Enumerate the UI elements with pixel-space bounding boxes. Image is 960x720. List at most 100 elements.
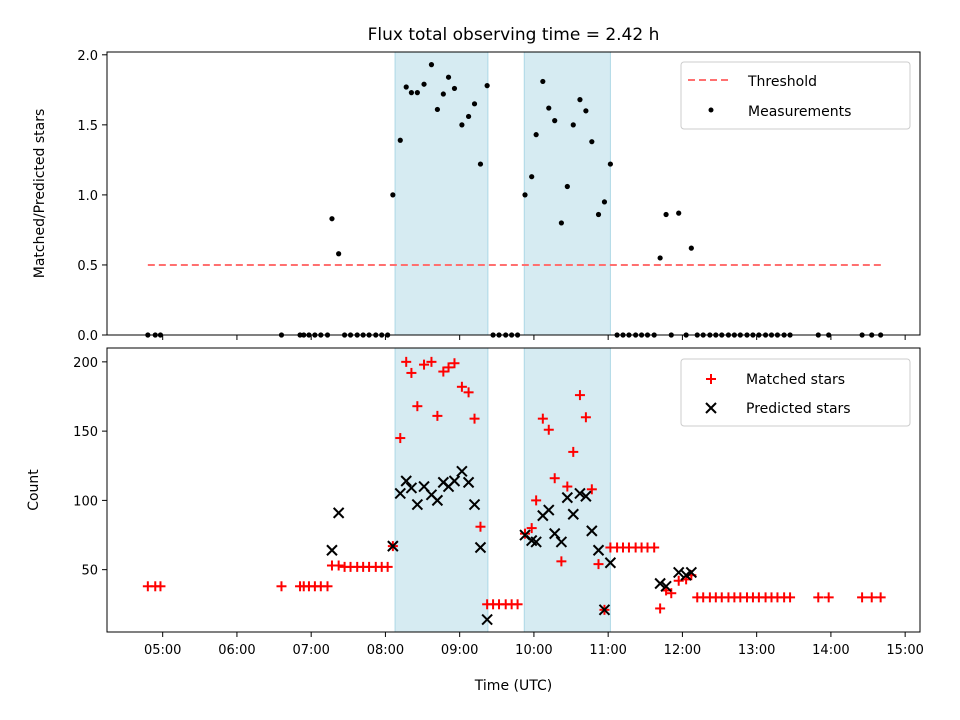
matched-star-point bbox=[549, 473, 560, 484]
legend-measurements-swatch bbox=[708, 107, 714, 113]
predicted-star-point bbox=[456, 465, 468, 478]
matched-star-point bbox=[412, 401, 423, 412]
bottom-legend: Matched stars Predicted stars bbox=[680, 358, 911, 427]
y-tick-label: 150 bbox=[73, 425, 98, 440]
y-tick-label: 1.5 bbox=[77, 119, 98, 134]
predicted-star-point bbox=[555, 536, 568, 548]
top-legend: Threshold Measurements bbox=[680, 61, 911, 130]
axes-frame bbox=[106, 51, 921, 336]
measurement-point bbox=[390, 192, 396, 198]
x-tick-label: 14:00 bbox=[812, 643, 849, 658]
legend-cross-marker bbox=[705, 402, 717, 414]
measurement-point bbox=[601, 199, 608, 205]
shaded-interval bbox=[523, 51, 611, 336]
matched-star-point bbox=[512, 599, 523, 610]
y-tick-label: 200 bbox=[73, 356, 98, 371]
axes-frame bbox=[106, 347, 921, 633]
y-tick-label: 0.5 bbox=[77, 259, 98, 274]
matched-star-point bbox=[568, 446, 579, 457]
matched-star-point bbox=[866, 592, 877, 603]
matched-star-point bbox=[586, 484, 597, 495]
legend-matched-swatch bbox=[706, 374, 716, 384]
predicted-star-point bbox=[387, 540, 399, 552]
measurement-point bbox=[459, 122, 465, 128]
predicted-star-point bbox=[654, 577, 666, 590]
matched-star-point bbox=[395, 433, 406, 444]
measurement-point bbox=[484, 83, 490, 89]
measurement-point bbox=[522, 192, 528, 198]
measurement-point bbox=[451, 85, 458, 92]
legend-box bbox=[680, 61, 911, 130]
x-tick-label: 10:00 bbox=[515, 643, 552, 658]
matched-star-point bbox=[419, 359, 430, 370]
measurement-point bbox=[428, 62, 435, 68]
measurement-point bbox=[540, 78, 546, 85]
count-points bbox=[142, 356, 886, 626]
matched-star-point bbox=[574, 390, 585, 401]
bottom-panel-counts: 50 100 150 200 05:00 06:00 07:00 08:00 09:00 10:0… bbox=[26, 347, 924, 694]
matched-star-point bbox=[649, 542, 660, 553]
predicted-star-point bbox=[462, 476, 475, 489]
predicted-star-point bbox=[530, 536, 542, 548]
predicted-star-point bbox=[548, 527, 561, 540]
predicted-star-point bbox=[394, 487, 406, 500]
matched-star-point bbox=[406, 367, 417, 378]
matched-star-point bbox=[382, 561, 393, 572]
matched-star-point bbox=[333, 560, 344, 571]
measurement-point bbox=[552, 118, 558, 124]
measurement-point bbox=[408, 90, 415, 96]
measurement-point bbox=[440, 91, 446, 97]
bottom-y-axis-label: Count bbox=[26, 469, 42, 511]
matched-star-point bbox=[813, 592, 824, 603]
x-tick-label: 15:00 bbox=[886, 643, 923, 658]
chart-title: Flux total observing time = 2.42 h bbox=[368, 25, 660, 45]
predicted-star-point bbox=[660, 580, 672, 592]
x-tick-label: 06:00 bbox=[218, 643, 255, 658]
matched-star-point bbox=[823, 592, 834, 603]
shaded-interval bbox=[394, 51, 489, 336]
predicted-star-point bbox=[604, 557, 617, 569]
bottom-panel-axes: 50 100 150 200 05:00 06:00 07:00 08:00 09:00 10:0… bbox=[73, 347, 924, 658]
matched-star-point bbox=[537, 413, 548, 424]
predicted-star-point bbox=[574, 487, 586, 500]
matched-star-point bbox=[432, 410, 443, 421]
matched-star-point bbox=[666, 588, 677, 599]
x-axis-label: Time (UTC) bbox=[474, 678, 552, 694]
legend-matched-label: Matched stars bbox=[746, 372, 845, 388]
matched-star-point bbox=[593, 559, 604, 570]
predicted-star-point bbox=[448, 475, 461, 487]
predicted-star-point bbox=[580, 490, 592, 502]
measurement-point bbox=[529, 174, 535, 180]
measurement-point bbox=[688, 245, 694, 251]
legend-box bbox=[680, 358, 911, 427]
predicted-star-point bbox=[411, 498, 424, 511]
measurement-point bbox=[445, 74, 452, 80]
measurement-point bbox=[465, 113, 472, 120]
matched-star-point bbox=[526, 523, 537, 534]
matched-star-point bbox=[401, 356, 412, 367]
predicted-star-point bbox=[543, 504, 555, 516]
legend-measurements-label: Measurements bbox=[748, 104, 851, 120]
predicted-star-point bbox=[672, 566, 685, 579]
predicted-star-point bbox=[332, 507, 345, 519]
predicted-star-point bbox=[592, 544, 605, 556]
y-tick-label: 2.0 bbox=[77, 49, 98, 64]
measurement-point bbox=[657, 255, 663, 261]
matched-star-point bbox=[438, 366, 449, 377]
matched-star-point bbox=[463, 387, 474, 398]
matched-star-point bbox=[673, 575, 684, 586]
x-tick-label: 05:00 bbox=[144, 643, 181, 658]
measurement-point bbox=[570, 122, 576, 128]
measurement-point bbox=[663, 211, 669, 218]
matched-star-point bbox=[562, 481, 573, 492]
legend-predicted-label: Predicted stars bbox=[746, 401, 851, 417]
x-tick-label: 07:00 bbox=[292, 643, 329, 658]
measurement-point bbox=[414, 90, 420, 96]
legend-threshold-label: Threshold bbox=[747, 74, 817, 90]
matched-star-point bbox=[426, 356, 437, 367]
y-tick-label: 100 bbox=[73, 494, 98, 509]
matched-star-point bbox=[785, 592, 796, 603]
measurement-point bbox=[336, 251, 342, 257]
predicted-star-point bbox=[400, 475, 412, 487]
